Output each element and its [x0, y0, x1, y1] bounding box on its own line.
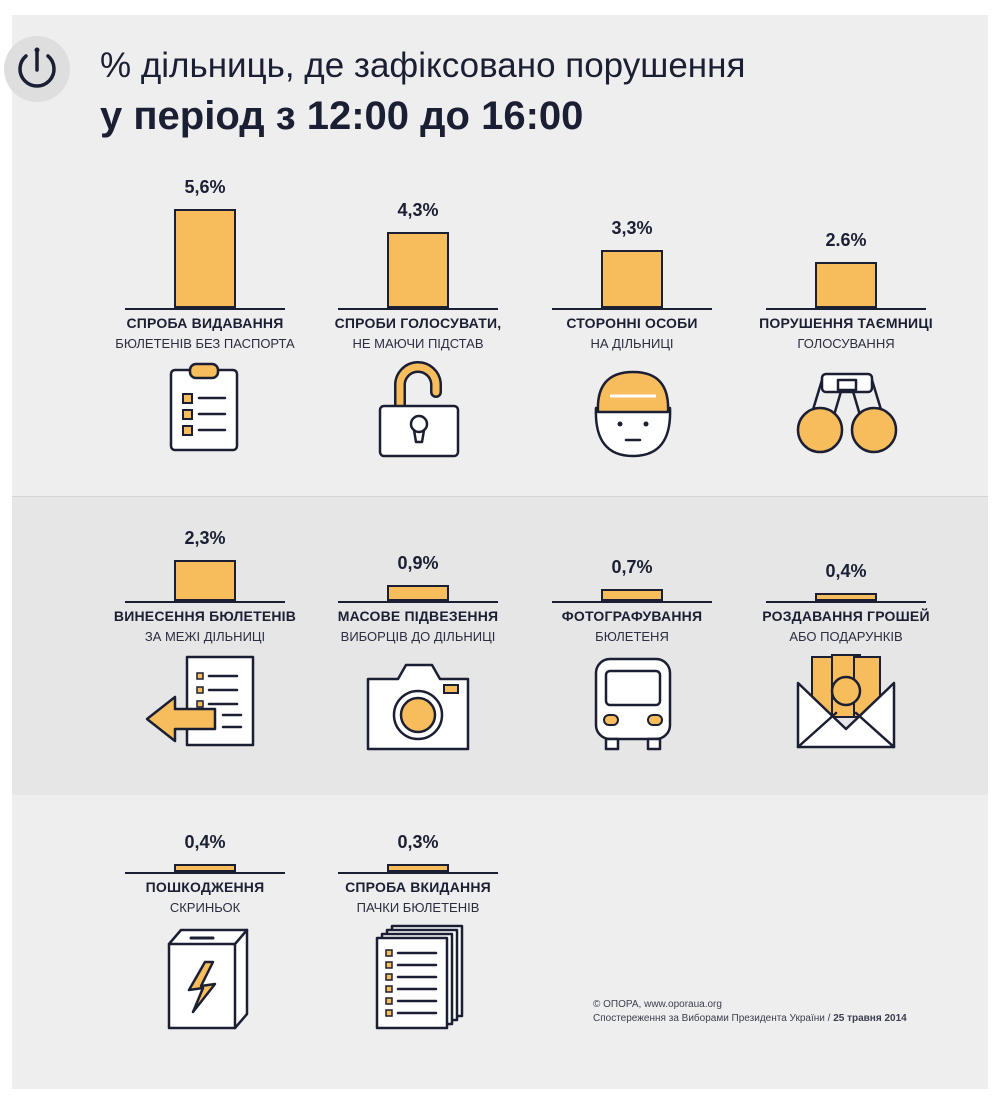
bar [387, 232, 449, 308]
category-sublabel: БЮЛЕТЕНІВ БЕЗ ПАСПОРТА [115, 336, 295, 351]
category-sublabel: ВИБОРЦІВ ДО ДІЛЬНИЦІ [340, 629, 496, 644]
bar [387, 864, 449, 872]
page-subtitle: у період з 12:00 до 16:00 [100, 94, 584, 138]
bar [601, 250, 663, 308]
category-label: ПОРУШЕННЯ ТАЄМНИЦІ [759, 315, 933, 331]
document-arrow-out-icon [145, 653, 265, 753]
bar-baseline [766, 308, 926, 310]
category-sublabel: НА ДІЛЬНИЦІ [590, 336, 674, 351]
page-title: % дільниць, де зафіксовано порушення [100, 46, 746, 85]
bar-baseline [125, 601, 285, 603]
bar [815, 262, 877, 308]
value-label: 2.6% [825, 230, 867, 250]
value-label: 0,7% [611, 557, 653, 577]
category-label: ФОТОГРАФУВАННЯ [561, 608, 703, 624]
open-padlock-icon [358, 360, 478, 460]
damaged-box-icon [145, 924, 265, 1030]
bar [174, 864, 236, 872]
bar [601, 589, 663, 601]
category-sublabel: СКРИНЬОК [169, 900, 241, 915]
value-label: 2,3% [184, 528, 226, 548]
value-label: 0,3% [397, 832, 439, 852]
bar-baseline [552, 308, 712, 310]
bar-baseline [338, 308, 498, 310]
category-sublabel: ПАЧКИ БЮЛЕТЕНІВ [356, 900, 480, 915]
money-envelope-icon [786, 653, 906, 753]
credit-date: 25 травня 2014 [833, 1013, 907, 1024]
credit: © ОПОРА, www.oporaua.org Спостереження з… [593, 998, 907, 1026]
credit-line-2: Спостереження за Виборами Президента Укр… [593, 1013, 831, 1024]
category-sublabel: НЕ МАЮЧИ ПІДСТАВ [352, 336, 484, 351]
category-sublabel: БЮЛЕТЕНЯ [595, 629, 669, 644]
bar-baseline [338, 872, 498, 874]
category-label: ВИНЕСЕННЯ БЮЛЕТЕНІВ [113, 608, 297, 624]
power-icon [4, 36, 70, 102]
bar-baseline [125, 308, 285, 310]
category-label: СПРОБА ВКИДАННЯ [345, 879, 491, 895]
ballot-stack-icon [358, 924, 478, 1030]
bar [174, 209, 236, 308]
category-label: РОЗДАВАННЯ ГРОШЕЙ [762, 608, 930, 624]
category-sublabel: ЗА МЕЖІ ДІЛЬНИЦІ [144, 629, 266, 644]
category-label: СПРОБИ ГОЛОСУВАТИ, [334, 315, 502, 331]
category-label: СТОРОННІ ОСОБИ [566, 315, 698, 331]
clipboard-icon [145, 360, 265, 460]
category-label: ПОШКОДЖЕННЯ [145, 879, 265, 895]
value-label: 4,3% [397, 200, 439, 220]
bus-icon [572, 653, 692, 753]
bar-baseline [338, 601, 498, 603]
bar-baseline [125, 872, 285, 874]
category-label: МАСОВЕ ПІДВЕЗЕННЯ [337, 608, 499, 624]
bar-baseline [766, 601, 926, 603]
bar [815, 593, 877, 601]
value-label: 0,9% [397, 553, 439, 573]
value-label: 3,3% [611, 218, 653, 238]
category-label: СПРОБА ВИДАВАННЯ [126, 315, 284, 331]
bar-baseline [552, 601, 712, 603]
credit-line-1: © ОПОРА, www.oporaua.org [593, 999, 722, 1010]
binoculars-icon [786, 360, 906, 460]
bar [174, 560, 236, 601]
camera-icon [358, 653, 478, 753]
person-in-cap-icon [572, 360, 692, 460]
value-label: 0,4% [825, 561, 867, 581]
category-sublabel: АБО ПОДАРУНКІВ [789, 629, 903, 644]
category-sublabel: ГОЛОСУВАННЯ [797, 336, 895, 351]
value-label: 0,4% [184, 832, 226, 852]
value-label: 5,6% [184, 177, 226, 197]
bar [387, 585, 449, 601]
